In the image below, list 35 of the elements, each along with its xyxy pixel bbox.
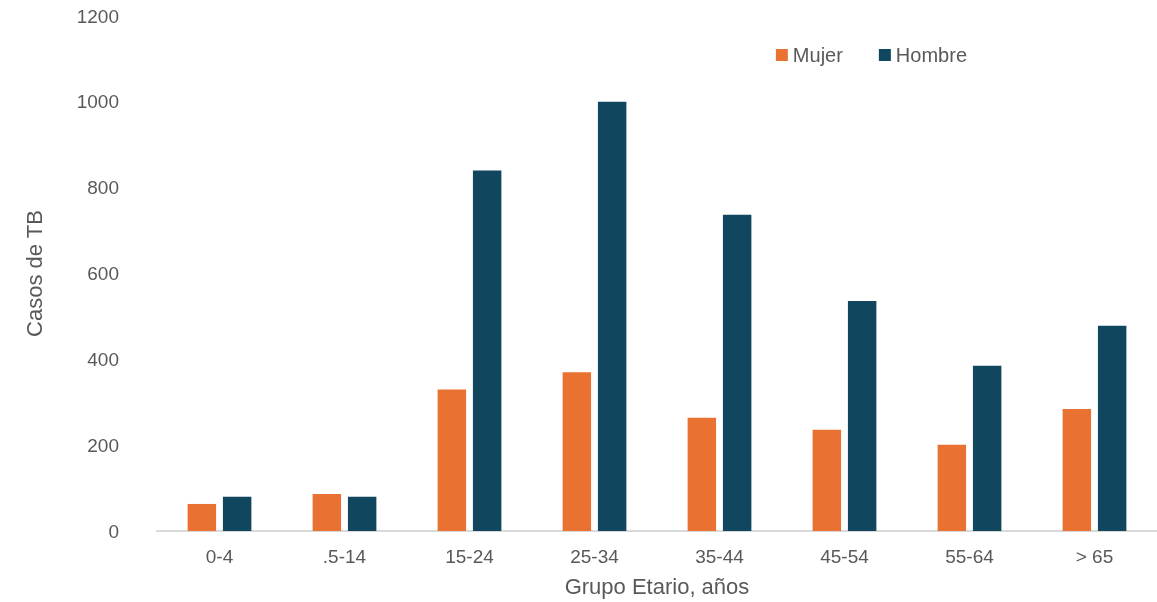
x-tick-label: 25-34 xyxy=(570,546,620,567)
legend-label: Mujer xyxy=(792,44,844,66)
bar xyxy=(562,372,592,531)
y-axis-title: Casos de TB xyxy=(21,210,47,337)
legend-label: Hombre xyxy=(895,44,968,66)
x-tick-label: 55-64 xyxy=(945,546,995,567)
x-tick-label: 35-44 xyxy=(695,546,745,567)
bar xyxy=(312,494,342,531)
y-tick-label: 600 xyxy=(87,263,119,284)
x-tick-label: 15-24 xyxy=(445,546,495,567)
y-tick-label: 200 xyxy=(87,434,119,456)
x-tick-label: .5-14 xyxy=(322,546,367,567)
bar xyxy=(222,496,252,531)
bar xyxy=(1097,325,1127,531)
bar xyxy=(187,503,217,531)
y-tick-label: 0 xyxy=(108,520,119,542)
bar xyxy=(437,389,467,531)
y-tick-label: 1200 xyxy=(76,5,119,27)
x-tick-label: 45-54 xyxy=(820,546,870,567)
bar xyxy=(812,429,842,531)
y-tick-label: 400 xyxy=(87,348,119,370)
y-tick-label: 1000 xyxy=(76,91,119,113)
y-tick-label: 800 xyxy=(87,177,119,199)
bar xyxy=(1062,409,1092,531)
bar xyxy=(472,170,502,531)
x-tick-label: > 65 xyxy=(1075,546,1114,567)
bar xyxy=(972,365,1002,531)
bar xyxy=(937,444,967,531)
bar xyxy=(722,214,752,531)
bar xyxy=(687,417,717,531)
x-tick-label: 0-4 xyxy=(205,546,234,567)
bar xyxy=(347,496,377,531)
bar xyxy=(597,101,627,531)
bar xyxy=(847,300,877,531)
x-axis-title: Grupo Etario, años xyxy=(564,573,750,599)
